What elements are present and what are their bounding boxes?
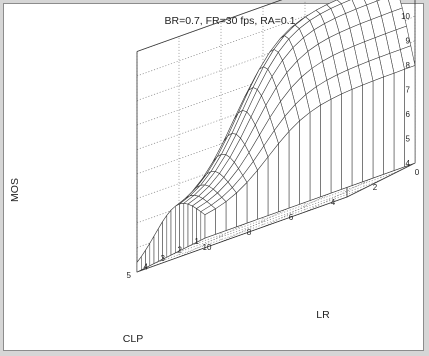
- y-tick-label: 6: [289, 213, 294, 222]
- surface-cell: [204, 208, 216, 239]
- surface-cell: [200, 211, 206, 241]
- z-tick-label: 6: [406, 110, 411, 119]
- x-tick-label: 5: [127, 271, 132, 280]
- surface-cell: [183, 203, 189, 249]
- surface-cell: [278, 131, 290, 213]
- surface-cell: [372, 76, 384, 179]
- z-tick-label: 8: [406, 61, 411, 70]
- surface-cell: [341, 89, 353, 190]
- z-tick-label: 4: [406, 159, 411, 168]
- z-axis-label: MOS: [9, 178, 21, 202]
- surface-cell: [149, 235, 155, 266]
- x-tick-label: 1: [195, 237, 200, 246]
- z-tick-label: 7: [406, 86, 411, 95]
- surface-mesh: [136, 0, 416, 273]
- surface-cell: [383, 72, 395, 175]
- surface-cell: [166, 209, 172, 258]
- z-tick-label: 10: [401, 12, 410, 21]
- y-tick-label: 4: [331, 198, 336, 207]
- surface-cell: [320, 98, 332, 198]
- surface-cell: [362, 80, 374, 183]
- chart-title: BR=0.7, FR=30 fps, RA=0.1: [164, 15, 295, 27]
- z-tick-label: 9: [406, 37, 411, 46]
- z-tick-label: 5: [406, 135, 411, 144]
- surface-cell: [288, 120, 300, 209]
- surface-cell: [162, 215, 168, 260]
- surface-cell: [153, 228, 159, 264]
- y-tick-label: 2: [373, 183, 378, 192]
- x-tick-label: 2: [178, 246, 183, 255]
- surface-cell: [179, 203, 185, 252]
- y-tick-label: 0: [415, 168, 420, 177]
- surface-cell: [393, 69, 405, 171]
- y-axis-label: LR: [316, 309, 330, 321]
- surface-cell: [330, 93, 342, 194]
- y-tick-label: 10: [203, 243, 212, 252]
- axis-ticks: 45678910111213123451086420: [127, 12, 420, 280]
- surface-cell: [170, 206, 176, 256]
- x-tick-label: 4: [144, 263, 149, 272]
- x-axis-label: CLP: [123, 333, 143, 345]
- surface-cell: [136, 256, 142, 273]
- surface-cell: [351, 84, 363, 186]
- axis-edge: [136, 0, 283, 52]
- surface-cell: [309, 104, 321, 201]
- y-tick-label: 8: [247, 228, 252, 237]
- x-tick-label: 3: [161, 254, 166, 263]
- surface-cell: [299, 112, 311, 205]
- surface-cell: [187, 203, 193, 247]
